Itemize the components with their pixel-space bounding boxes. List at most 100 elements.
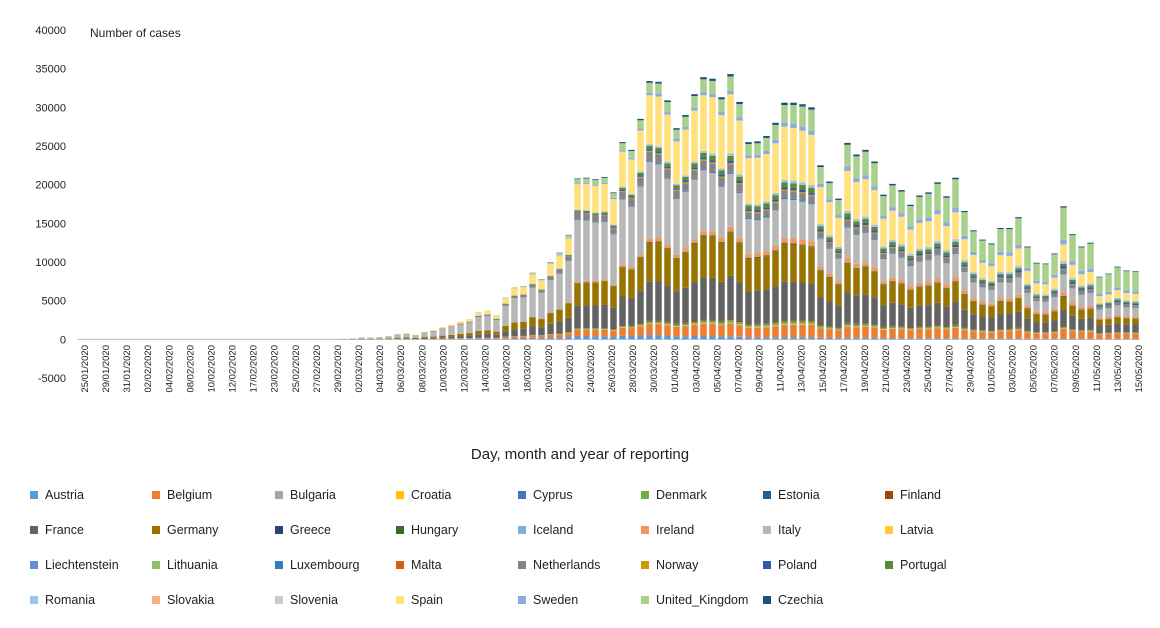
bar-segment: [718, 186, 725, 238]
legend-item: Estonia: [763, 488, 820, 502]
x-tick-label: 05/05/2020: [1029, 345, 1040, 393]
bar-segment: [637, 323, 644, 325]
bar-segment: [871, 190, 878, 225]
bar-segment: [439, 337, 446, 339]
bar-segment: [1087, 242, 1094, 244]
legend-label: Germany: [167, 523, 219, 537]
legend-item: Greece: [275, 523, 331, 537]
legend-label: Czechia: [778, 593, 824, 607]
bar-segment: [412, 335, 419, 338]
bar-segment: [844, 226, 851, 228]
bar-segment: [754, 210, 761, 212]
bar-segment: [979, 239, 986, 241]
bar-segment: [511, 288, 518, 296]
legend-swatch: [152, 596, 160, 604]
bar-segment: [808, 185, 815, 188]
bar-segment: [1060, 295, 1067, 297]
bar-segment: [1069, 261, 1076, 265]
bar-stack: [394, 333, 401, 340]
bar-segment: [916, 219, 923, 223]
bar-segment: [574, 209, 581, 211]
bar-segment: [601, 214, 608, 215]
bar-segment: [673, 188, 680, 190]
bar-segment: [880, 248, 887, 252]
bar-segment: [817, 231, 824, 233]
bar-segment: [700, 92, 707, 96]
bar-segment: [979, 278, 986, 280]
bar-segment: [574, 184, 581, 210]
bar-segment: [853, 263, 860, 268]
bar-segment: [988, 266, 995, 281]
bar-segment: [799, 182, 806, 185]
bar-segment: [1069, 288, 1076, 303]
bar-segment: [808, 247, 815, 284]
bar-segment: [799, 245, 806, 283]
bar-segment: [898, 252, 905, 257]
legend-item: Lithuania: [152, 558, 218, 572]
bar-segment: [1015, 297, 1022, 299]
bar-segment: [556, 337, 563, 340]
bar-segment: [502, 303, 509, 306]
bar-segment: [979, 240, 986, 260]
bar-segment: [727, 172, 734, 174]
bar-segment: [772, 124, 779, 140]
legend-label: Slovenia: [290, 593, 338, 607]
bar-segment: [880, 251, 887, 254]
bar-segment: [916, 305, 923, 327]
y-tick-label: 35000: [35, 64, 66, 76]
bar-segment: [844, 323, 851, 326]
bar-segment: [997, 331, 1004, 339]
bar-segment: [988, 284, 995, 286]
bar-segment: [1024, 247, 1031, 268]
bar-segment: [988, 306, 995, 318]
bar-segment: [916, 253, 923, 256]
x-tick-label: 18/03/2020: [523, 345, 534, 393]
bar-segment: [1042, 297, 1049, 299]
bar-segment: [844, 220, 851, 227]
bar-segment: [1069, 338, 1076, 340]
bar-segment: [889, 242, 896, 246]
bar-segment: [592, 179, 599, 181]
bar-segment: [1096, 319, 1103, 326]
bar-segment: [907, 260, 914, 262]
bar-segment: [745, 155, 752, 159]
bar-segment: [718, 99, 725, 112]
bar-segment: [961, 327, 968, 329]
bar-stack: [790, 102, 797, 340]
bar-segment: [898, 280, 905, 284]
bar-segment: [592, 328, 599, 330]
bar-segment: [502, 336, 509, 339]
bar-segment: [1042, 333, 1049, 339]
bar-segment: [736, 324, 743, 326]
bar-segment: [844, 292, 851, 323]
bar-segment: [997, 282, 1004, 299]
bar-segment: [583, 335, 590, 340]
bar-segment: [565, 237, 572, 239]
x-tick-label: 27/04/2020: [944, 345, 955, 393]
bar-segment: [889, 328, 896, 339]
bar-segment: [691, 110, 698, 162]
bar-segment: [610, 225, 617, 227]
bar-stack: [493, 315, 500, 340]
bar-segment: [1114, 302, 1121, 306]
bar-segment: [412, 337, 419, 339]
bar-segment: [763, 137, 770, 151]
bar-segment: [745, 337, 752, 340]
bar-stack: [1024, 246, 1031, 340]
bar-stack: [1033, 262, 1040, 340]
bar-segment: [772, 286, 779, 323]
x-tick-label: 26/03/2020: [607, 345, 618, 393]
bar-segment: [610, 336, 617, 340]
bar-segment: [745, 324, 752, 327]
bar-segment: [916, 287, 923, 306]
bar-segment: [700, 152, 707, 158]
x-tick-label: 31/01/2020: [122, 345, 133, 393]
bar-segment: [781, 105, 788, 123]
bar-segment: [646, 145, 653, 150]
bar-segment: [745, 218, 752, 220]
bar-segment: [925, 192, 932, 194]
bar-segment: [1087, 272, 1094, 284]
legend-swatch: [641, 596, 649, 604]
bar-segment: [1132, 291, 1139, 294]
bar-segment: [403, 338, 410, 339]
